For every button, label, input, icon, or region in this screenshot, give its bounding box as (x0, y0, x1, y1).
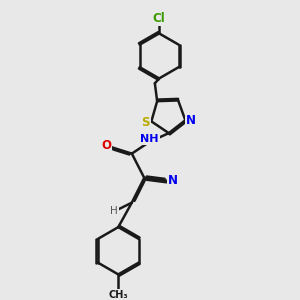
Text: CH₃: CH₃ (109, 290, 128, 300)
Text: N: N (186, 114, 196, 127)
Text: O: O (101, 139, 112, 152)
Text: NH: NH (140, 134, 159, 144)
Text: Cl: Cl (153, 12, 166, 25)
Text: H: H (110, 206, 118, 216)
Text: S: S (141, 116, 150, 129)
Text: N: N (168, 174, 178, 187)
